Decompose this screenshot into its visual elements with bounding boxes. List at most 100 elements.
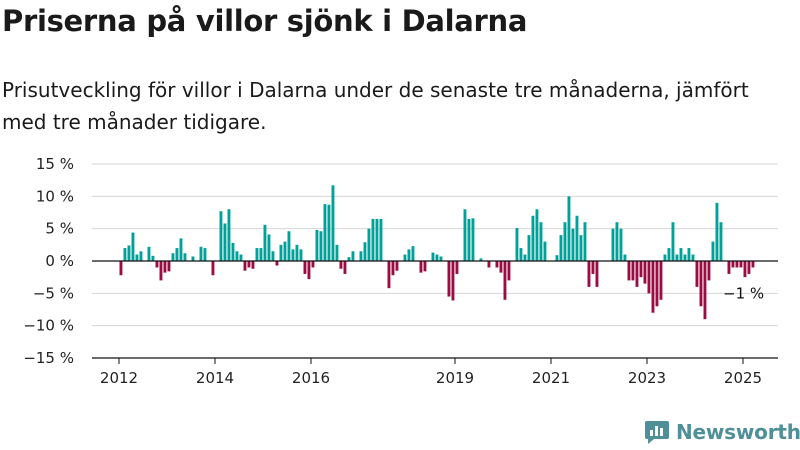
bar bbox=[247, 261, 251, 268]
bar bbox=[191, 256, 195, 261]
x-tick-label: 2019 bbox=[436, 369, 474, 387]
bar bbox=[567, 196, 571, 261]
bar bbox=[655, 261, 659, 307]
bar bbox=[455, 261, 459, 274]
bar bbox=[179, 238, 183, 261]
bar bbox=[703, 261, 707, 320]
bar bbox=[251, 261, 255, 269]
bar bbox=[507, 261, 511, 281]
bar bbox=[235, 251, 239, 261]
bar bbox=[299, 249, 303, 261]
bar bbox=[307, 261, 311, 280]
bar bbox=[367, 228, 371, 261]
bar bbox=[531, 215, 535, 261]
bar bbox=[259, 248, 263, 261]
bar bbox=[131, 232, 135, 261]
bar bbox=[739, 261, 743, 268]
bar bbox=[499, 261, 503, 273]
bar bbox=[403, 254, 407, 261]
x-tick-label: 2016 bbox=[292, 369, 330, 387]
bar bbox=[591, 261, 595, 274]
chart-subtitle: Prisutveckling för villor i Dalarna unde… bbox=[2, 78, 749, 134]
bar bbox=[543, 241, 547, 261]
y-tick-label: 10 % bbox=[36, 187, 74, 205]
bar bbox=[159, 261, 163, 281]
bar bbox=[243, 261, 247, 271]
x-tick-label: 2014 bbox=[196, 369, 234, 387]
bar bbox=[667, 248, 671, 261]
bar bbox=[527, 235, 531, 261]
bar bbox=[223, 223, 227, 261]
bar bbox=[627, 261, 631, 281]
bar bbox=[331, 185, 335, 261]
bar bbox=[203, 248, 207, 261]
bar bbox=[339, 261, 343, 269]
bar bbox=[467, 218, 471, 261]
bar bbox=[751, 261, 755, 268]
bar bbox=[263, 224, 267, 261]
bar bbox=[135, 254, 139, 261]
bar bbox=[231, 242, 235, 261]
bar bbox=[519, 248, 523, 261]
bar bbox=[747, 261, 751, 274]
bar bbox=[411, 246, 415, 261]
bar bbox=[315, 229, 319, 261]
bar-chart: 15 %10 %5 %0 %−5 %−10 %−15 % 2012 2014 201… bbox=[23, 155, 778, 387]
bar bbox=[711, 241, 715, 261]
bar bbox=[391, 261, 395, 276]
bar bbox=[359, 251, 363, 261]
bar bbox=[515, 228, 519, 261]
bar bbox=[735, 261, 739, 268]
bar bbox=[219, 211, 223, 261]
y-tick-label: 15 % bbox=[36, 155, 74, 173]
bar bbox=[731, 261, 735, 268]
bar bbox=[559, 235, 563, 261]
y-tick-label: −15 % bbox=[23, 349, 74, 367]
bar bbox=[271, 251, 275, 261]
x-tick-label: 2012 bbox=[100, 369, 138, 387]
bar bbox=[123, 248, 127, 261]
bar bbox=[275, 261, 279, 266]
grid-lines bbox=[92, 163, 778, 327]
bar bbox=[647, 261, 651, 294]
bar bbox=[583, 222, 587, 261]
bar bbox=[623, 254, 627, 261]
y-tick-label: −10 % bbox=[23, 317, 74, 335]
bar bbox=[351, 251, 355, 261]
newsworthy-logo[interactable]: Newsworthy bbox=[644, 419, 800, 445]
bar bbox=[691, 254, 695, 261]
bar bbox=[163, 261, 167, 273]
bar bbox=[643, 261, 647, 284]
bar bbox=[707, 261, 711, 281]
bar bbox=[147, 246, 151, 261]
bar bbox=[167, 261, 171, 272]
bar bbox=[419, 261, 423, 273]
bar bbox=[239, 254, 243, 261]
bar bbox=[431, 252, 435, 261]
bar bbox=[303, 261, 307, 274]
bar bbox=[375, 218, 379, 261]
bar bbox=[487, 261, 491, 268]
bar bbox=[615, 222, 619, 261]
x-tick-label: 2025 bbox=[724, 369, 762, 387]
bar bbox=[227, 209, 231, 261]
bar bbox=[719, 222, 723, 261]
x-tick-label: 2021 bbox=[532, 369, 570, 387]
bar bbox=[675, 254, 679, 261]
bar bbox=[211, 261, 215, 276]
bar bbox=[287, 231, 291, 261]
bar bbox=[639, 261, 643, 278]
y-axis-ticks: 15 % 10 % 5 % 0 % −5 % −10 % −15 % bbox=[23, 155, 74, 367]
bar bbox=[687, 248, 691, 261]
bar-series bbox=[119, 185, 755, 320]
bar bbox=[267, 234, 271, 261]
bar bbox=[323, 204, 327, 261]
bar bbox=[495, 261, 499, 268]
bar bbox=[595, 261, 599, 287]
y-tick-label: 5 % bbox=[45, 220, 74, 238]
bar bbox=[335, 244, 339, 261]
bar bbox=[699, 261, 703, 307]
bar bbox=[523, 254, 527, 261]
bar bbox=[363, 242, 367, 261]
bar bbox=[139, 251, 143, 261]
